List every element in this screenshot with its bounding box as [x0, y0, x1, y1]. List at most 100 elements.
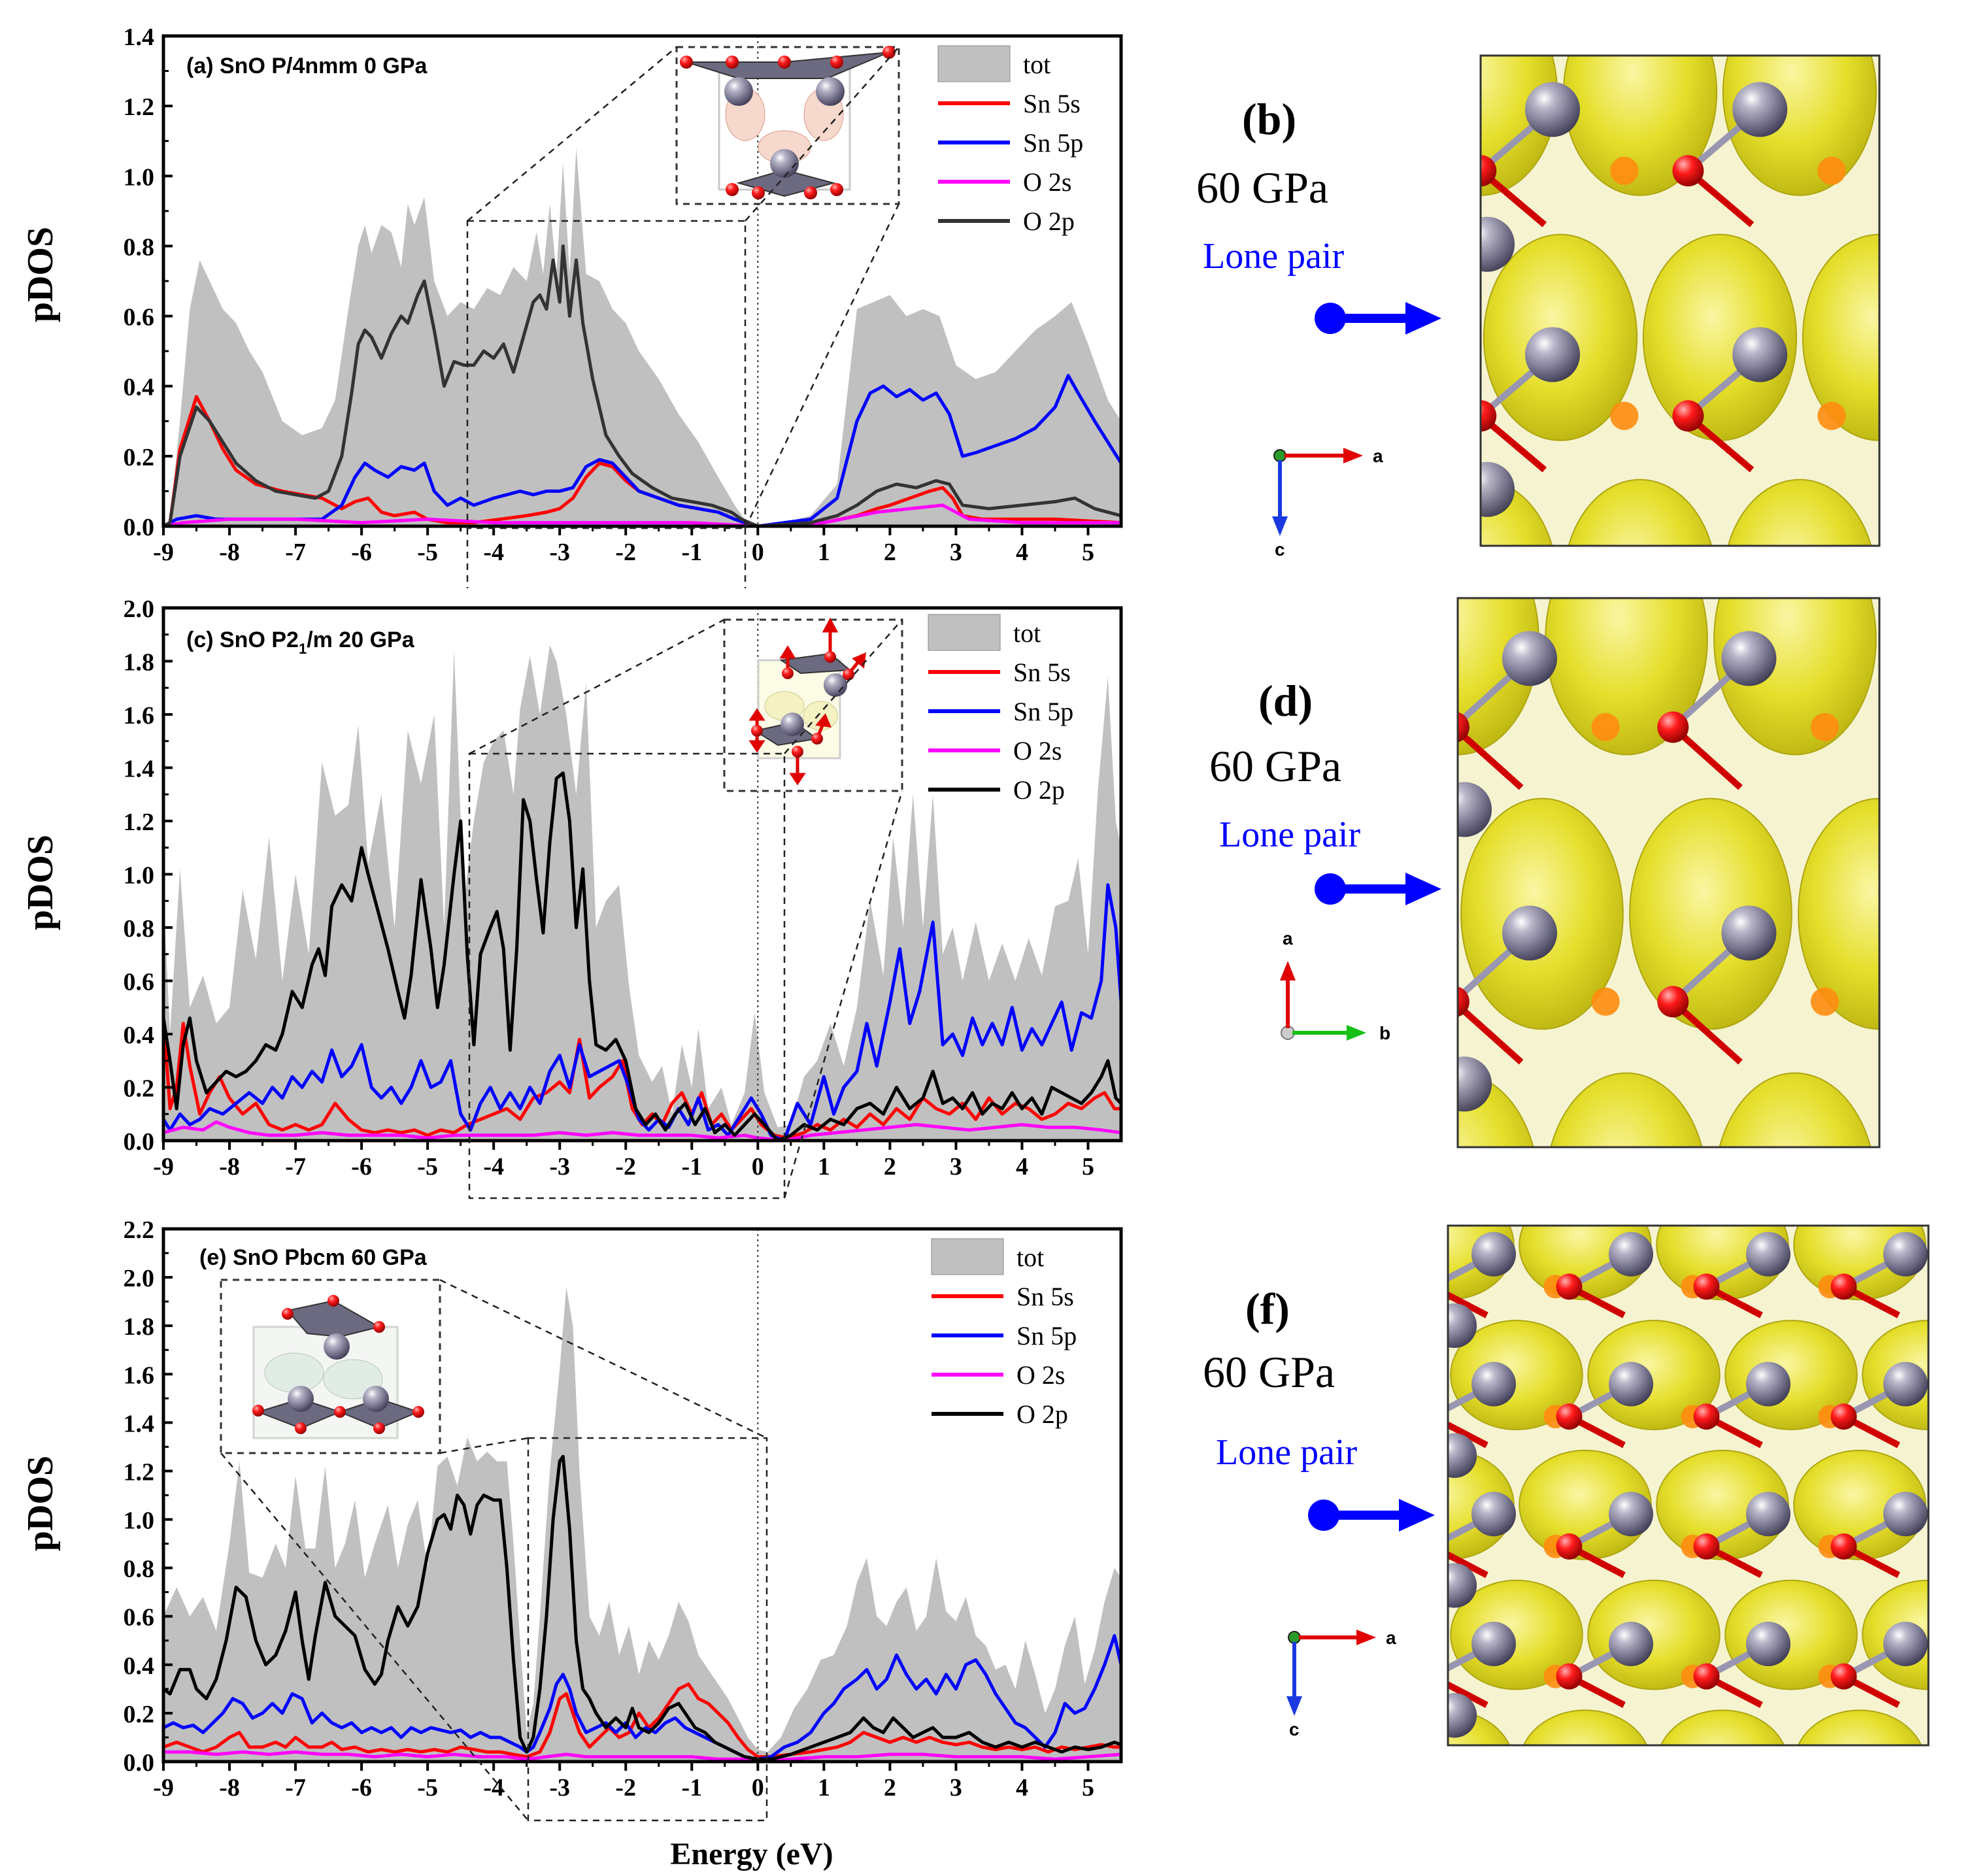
series-c-tot: [163, 645, 1121, 1141]
legend-label-c-o2p: O 2p: [1013, 775, 1065, 805]
o-atom-back: [1956, 1535, 1979, 1558]
series-e-o2s: [163, 1750, 1122, 1764]
o-atom-back: [1956, 1665, 1979, 1688]
x-tick-label-e: 3: [950, 1774, 962, 1801]
legend-label-a-tot: tot: [1023, 50, 1050, 79]
lone-pair-density-lobe: [1245, 1710, 1377, 1819]
series-a-o2s: [163, 503, 1121, 528]
y-tick-label-c: 1.6: [124, 702, 155, 729]
y-tick-label-c: 0.4: [124, 1022, 155, 1049]
y-tick-label-e: 1.8: [124, 1313, 155, 1341]
sn-atom-edge: [1448, 1563, 1477, 1608]
x-tick-label-e: -2: [615, 1774, 636, 1801]
o-atom: [1419, 1403, 1445, 1430]
lone-pair-label-b: Lone pair: [1203, 236, 1344, 276]
x-tick-label-c: -8: [219, 1153, 240, 1181]
x-tick-label-a: 4: [1016, 539, 1028, 566]
legend-label-c-sn5s: Sn 5s: [1013, 658, 1071, 687]
x-tick-label-e: -3: [549, 1774, 570, 1801]
legend-swatch-e-tot: [931, 1238, 1004, 1275]
series-c-sn5p: [161, 883, 1123, 1143]
x-tick-label-c: -9: [153, 1153, 174, 1181]
series-a-sn5p: [162, 374, 1123, 528]
legend-label-e-sn5p: Sn 5p: [1016, 1321, 1077, 1350]
y-tick-label-c: 2.0: [124, 595, 155, 623]
lone-pair-density-lobe: [1568, 478, 1713, 546]
x-tick-label-e: -1: [681, 1774, 702, 1801]
lone-pair-arrow-d: [1315, 873, 1441, 905]
legend-swatch-c-tot: [928, 614, 1001, 651]
x-tick-label-a: -3: [549, 539, 570, 566]
sn-atom: [1471, 1492, 1516, 1537]
x-tick-label-c: 1: [818, 1153, 830, 1181]
x-tick-label-e: -7: [285, 1774, 306, 1801]
crystal-frame: [1456, 597, 1881, 1148]
panel-title-c-tail: /m 20 GPa: [307, 628, 415, 652]
sn-atom: [1721, 905, 1777, 961]
sn-atom: [1732, 82, 1788, 137]
panel-title-a: (a) SnO P/4nmm 0 GPa: [186, 54, 428, 78]
x-tick-label-c: 0: [752, 1153, 764, 1181]
y-tick-label-a: 0.4: [124, 374, 155, 401]
o-atom: [1693, 1403, 1720, 1430]
crystal-frame: [1479, 54, 1881, 547]
x-tick-label-e: 2: [884, 1774, 896, 1801]
sn-atom-edge: [1448, 1433, 1477, 1478]
o-o-bond: [1448, 1291, 1488, 1318]
structure-pressure-d: 60 GPa: [1209, 741, 1341, 791]
y-tick-label-a: 1.4: [124, 24, 155, 51]
y-tick-label-a: 0.0: [124, 514, 155, 541]
legend-label-e-o2p: O 2p: [1016, 1399, 1068, 1429]
panel-title-c: (c) SnO P21/m 20 GPa: [186, 628, 415, 657]
series-e-o2p: [162, 1454, 1122, 1761]
o-atom: [1556, 1663, 1583, 1690]
y-tick-label-c: 0.8: [124, 915, 155, 943]
panel-title-c-sub: 1: [299, 641, 307, 657]
sn-atom: [1883, 1492, 1928, 1537]
axis-label-f-h: a: [1386, 1628, 1396, 1648]
x-tick-label-a: -1: [681, 539, 702, 566]
y-tick-label-e: 0.8: [124, 1556, 155, 1583]
y-tick-label-c: 1.4: [124, 756, 155, 783]
o-atom: [1672, 155, 1704, 187]
sn-atom: [1609, 1231, 1653, 1277]
x-tick-label-e: -6: [351, 1774, 372, 1801]
sn-atom: [1525, 82, 1580, 137]
sn-atom: [1609, 1362, 1653, 1407]
lone-pair-density-lobe: [1719, 1072, 1872, 1147]
lone-pair-arrow-f: [1308, 1499, 1435, 1532]
o-atom-back: [1591, 987, 1620, 1016]
sn-atom-edge: [1481, 461, 1515, 517]
lone-pair-density-lobe: [1962, 235, 1982, 441]
o-atom: [1419, 1664, 1445, 1690]
dos-panel-e: 0.0 0.2 0.4 0.6 0.8 1.0 1.2 1.4 1.6 1.8 2.0 2.2 -9 -8…: [20, 1216, 1123, 1871]
y-tick-label-a: 0.2: [124, 444, 155, 471]
legend-label-a-o2s: O 2s: [1023, 167, 1071, 197]
series-e-sn5p: [162, 1633, 1123, 1761]
y-axis-label-e: pDOS: [20, 1456, 61, 1551]
x-tick-label-e: 5: [1082, 1774, 1094, 1801]
x-tick-label-c: 4: [1016, 1153, 1028, 1181]
o-atom: [1556, 1273, 1583, 1300]
x-tick-label-e: -5: [417, 1774, 438, 1801]
lone-pair-density-lobe: [1931, 1190, 1982, 1299]
o-atom: [1556, 1403, 1583, 1430]
plot-area-e: 0.0 0.2 0.4 0.6 0.8 1.0 1.2 1.4 1.6 1.8 2.0 2.2 -9 -8…: [124, 1216, 1123, 1801]
series-e-sn5s: [163, 1683, 1121, 1759]
x-tick-label-a: 5: [1082, 539, 1094, 566]
axis-triad-d: a b: [1280, 928, 1390, 1043]
x-tick-label-a: -8: [219, 539, 240, 566]
x-tick-label-c: -6: [351, 1153, 372, 1181]
o-atom-back: [1810, 987, 1839, 1016]
x-tick-label-a: 3: [950, 539, 962, 566]
structure-pressure-f: 60 GPa: [1203, 1347, 1335, 1397]
crystal-frame: [1447, 1224, 1930, 1747]
lone-pair-arrow-b: [1315, 302, 1441, 335]
plot-area-c: 0.0 0.2 0.4 0.6 0.8 1.0 1.2 1.4 1.6 1.8 2.0 -9 -8 -7 -…: [124, 595, 1123, 1181]
o-atom: [1458, 986, 1470, 1017]
axis-label-d-h: b: [1379, 1023, 1390, 1043]
x-tick-label-a: -7: [285, 539, 306, 566]
y-tick-label-c: 1.0: [124, 862, 155, 890]
y-tick-label-c: 1.2: [124, 809, 155, 836]
o-atom-back: [1817, 401, 1846, 430]
